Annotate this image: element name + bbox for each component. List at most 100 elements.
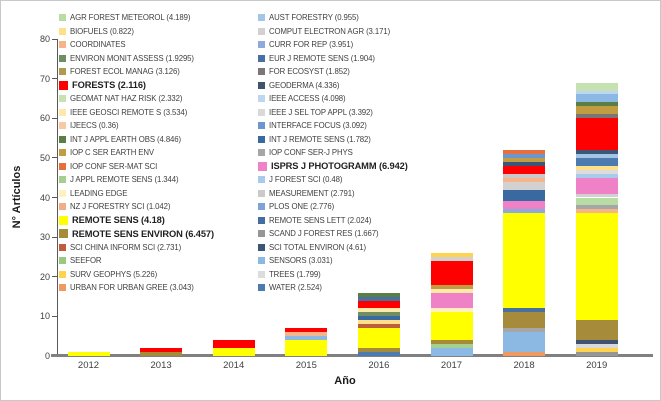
legend-label-ieee-j-sel-top-appl: IEEE J SEL TOP APPL (3.392) bbox=[269, 107, 373, 117]
bar-segment-2018-coordinates bbox=[503, 177, 546, 182]
legend-swatch-trees bbox=[258, 270, 265, 278]
y-tick-label: 60 bbox=[39, 113, 50, 124]
legend-label-comput-electron-agr: COMPUT ELECTRON AGR (3.171) bbox=[269, 26, 391, 36]
legend-item-coordinates: COORDINATES bbox=[59, 38, 126, 52]
bar-segment-2019-water bbox=[575, 157, 618, 166]
legend-swatch-forests bbox=[59, 80, 68, 90]
bar-segment-2018-iop-c-ser-earth-env bbox=[503, 157, 546, 162]
legend-swatch-iop-conf-ser-j-phys bbox=[258, 149, 265, 157]
bar-segment-2018-urban-for-urban-gree bbox=[503, 352, 546, 356]
bar-segment-2018-eur-j-remote-sens bbox=[503, 308, 546, 313]
legend-swatch-coordinates bbox=[59, 41, 66, 49]
legend-swatch-ieee-geosci-remote-s bbox=[59, 108, 66, 116]
y-tick-label: 30 bbox=[39, 232, 50, 243]
legend-label-j-appl-remote-sens: J APPL REMOTE SENS (1.344) bbox=[70, 175, 179, 185]
bar-segment-2017-leading-edge bbox=[430, 308, 473, 313]
legend-swatch-iop-c-ser-earth-env bbox=[59, 149, 66, 157]
legend-item-trees: TREES (1.799) bbox=[258, 268, 321, 282]
legend-swatch-ieee-access bbox=[258, 95, 265, 103]
bar-segment-2014-remote-sens bbox=[212, 348, 255, 356]
bar-segment-2017-iop-c-ser-earth-env bbox=[430, 284, 473, 289]
legend-swatch-environ-monit-assess bbox=[59, 54, 66, 62]
bar-segment-2018-remote-sens bbox=[503, 213, 546, 309]
bar-segment-2019-for-ecosyst bbox=[575, 114, 618, 119]
legend-swatch-j-appl-remote-sens bbox=[59, 176, 66, 184]
bar-segment-2017-remote-sens-environ bbox=[430, 340, 473, 345]
bar-segment-2017-forests bbox=[430, 260, 473, 285]
legend-swatch-curr-for-rep bbox=[258, 41, 265, 49]
legend-item-biofuels: BIOFUELS (0.822) bbox=[59, 25, 134, 39]
legend-label-leading-edge: LEADING EDGE bbox=[70, 188, 128, 198]
bar-segment-2014-forests bbox=[212, 340, 255, 349]
bar-segment-2017-remote-sens bbox=[430, 312, 473, 341]
bar-segment-2016-environ-monit-assess bbox=[357, 312, 400, 317]
legend-item-isprs-j-photogramm: ISPRS J PHOTOGRAMM (6.942) bbox=[258, 160, 408, 174]
legend-item-for-ecosyst: FOR ECOSYST (1.852) bbox=[258, 65, 350, 79]
legend-label-surv-geophys: SURV GEOPHYS (5.226) bbox=[70, 269, 158, 279]
y-tick-mark bbox=[52, 236, 57, 238]
bar-segment-2019-j-forest-sci bbox=[575, 173, 618, 178]
bar-segment-2012-remote-sens bbox=[67, 352, 110, 356]
bar-segment-2017-isprs-j-photogramm bbox=[430, 292, 473, 309]
bar-segment-2018-iop-conf-ser-j-phys bbox=[503, 328, 546, 333]
legend-swatch-ieee-j-sel-top-appl bbox=[258, 108, 265, 116]
legend-item-water: WATER (2.524) bbox=[258, 281, 322, 295]
bar-segment-2013-forests bbox=[140, 348, 183, 353]
y-tick-mark bbox=[52, 276, 57, 278]
x-tick-label-2014: 2014 bbox=[223, 360, 245, 371]
legend-label-scand-j-forest-res: SCAND J FOREST RES (1.667) bbox=[269, 229, 379, 239]
legend-swatch-iop-conf-ser-mat-sci bbox=[59, 162, 66, 170]
legend-label-int-j-appl-earth-obs: INT J APPL EARTH OBS (4.846) bbox=[70, 134, 182, 144]
bar-segment-2019-isprs-j-photogramm bbox=[575, 177, 618, 194]
legend-label-for-ecosyst: FOR ECOSYST (1.852) bbox=[269, 67, 350, 77]
legend-item-plos-one: PLOS ONE (2.776) bbox=[258, 200, 334, 214]
legend-label-sensors: SENSORS (3.031) bbox=[269, 256, 333, 266]
bar-segment-2019-trees bbox=[575, 169, 618, 174]
legend-label-seefor: SEEFOR bbox=[70, 256, 102, 266]
legend-swatch-surv-geophys bbox=[59, 270, 66, 278]
legend-swatch-urban-for-urban-gree bbox=[59, 284, 66, 292]
legend-label-eur-j-remote-sens: EUR J REMOTE SENS (1.904) bbox=[269, 53, 375, 63]
bar-segment-2019-coordinates bbox=[575, 209, 618, 214]
bar-segment-2016-sci-china-inform-sci bbox=[357, 324, 400, 329]
bar-segment-2018-remote-sens-environ bbox=[503, 312, 546, 329]
legend-swatch-plos-one bbox=[258, 203, 265, 211]
bar-segment-2015-coordinates bbox=[285, 332, 328, 337]
bar-segment-2019-aust-forestry bbox=[575, 153, 618, 158]
legend-item-iop-conf-ser-mat-sci: IOP CONF SER-MAT SCI bbox=[59, 160, 157, 174]
legend-item-ieee-geosci-remote-s: IEEE GEOSCI REMOTE S (3.534) bbox=[59, 106, 187, 120]
y-tick-label: 0 bbox=[44, 351, 50, 361]
legend-label-environ-monit-assess: ENVIRON MONIT ASSESS (1.9295) bbox=[70, 53, 194, 63]
bar-segment-2017-j-appl-remote-sens bbox=[430, 344, 473, 349]
bar-segment-2019-sci-total-environ bbox=[575, 149, 618, 154]
legend-swatch-geomat-nat-haz-risk bbox=[59, 95, 66, 103]
x-tick-label-2018: 2018 bbox=[513, 360, 535, 371]
bar-segment-2018-interface-focus bbox=[503, 153, 546, 158]
x-axis-baseline bbox=[51, 354, 653, 357]
legend-item-int-j-appl-earth-obs: INT J APPL EARTH OBS (4.846) bbox=[59, 133, 181, 147]
legend-label-remote-sens-environ: REMOTE SENS ENVIRON (6.457) bbox=[72, 228, 214, 239]
bar-segment-2016-biofuels bbox=[357, 320, 400, 325]
bar-segment-2018-comput-electron-agr bbox=[503, 181, 546, 190]
legend-item-sensors: SENSORS (3.031) bbox=[258, 254, 333, 268]
bar-segment-2018-int-j-remote-sens bbox=[503, 189, 546, 202]
legend-label-isprs-j-photogramm: ISPRS J PHOTOGRAMM (6.942) bbox=[271, 161, 408, 172]
legend-swatch-leading-edge bbox=[59, 189, 66, 197]
x-tick-label-2017: 2017 bbox=[440, 360, 463, 371]
bar-segment-2016-int-j-remote-sens bbox=[357, 316, 400, 321]
legend-item-measurement: MEASUREMENT (2.791) bbox=[258, 187, 355, 201]
bar-segment-2019-ieee-access bbox=[575, 90, 618, 95]
bar-segment-2019-forests bbox=[575, 118, 618, 150]
legend-item-scand-j-forest-res: SCAND J FOREST RES (1.667) bbox=[258, 227, 379, 241]
y-tick-label: 10 bbox=[39, 311, 50, 322]
legend-swatch-sensors bbox=[258, 257, 265, 265]
legend-swatch-aust-forestry bbox=[258, 14, 265, 22]
legend-label-iop-conf-ser-j-phys: IOP CONF SER-J PHYS bbox=[269, 148, 353, 158]
legend-item-environ-monit-assess: ENVIRON MONIT ASSESS (1.9295) bbox=[59, 52, 194, 66]
legend-swatch-scand-j-forest-res bbox=[258, 230, 265, 238]
legend-label-water: WATER (2.524) bbox=[269, 283, 322, 293]
legend-item-seefor: SEEFOR bbox=[59, 254, 102, 268]
bar-segment-2019-remote-sens-environ bbox=[575, 320, 618, 341]
legend-item-ieee-access: IEEE ACCESS (4.098) bbox=[258, 92, 346, 106]
legend-label-agr-forest-meteorol: AGR FOREST METEOROL (4.189) bbox=[70, 13, 191, 23]
